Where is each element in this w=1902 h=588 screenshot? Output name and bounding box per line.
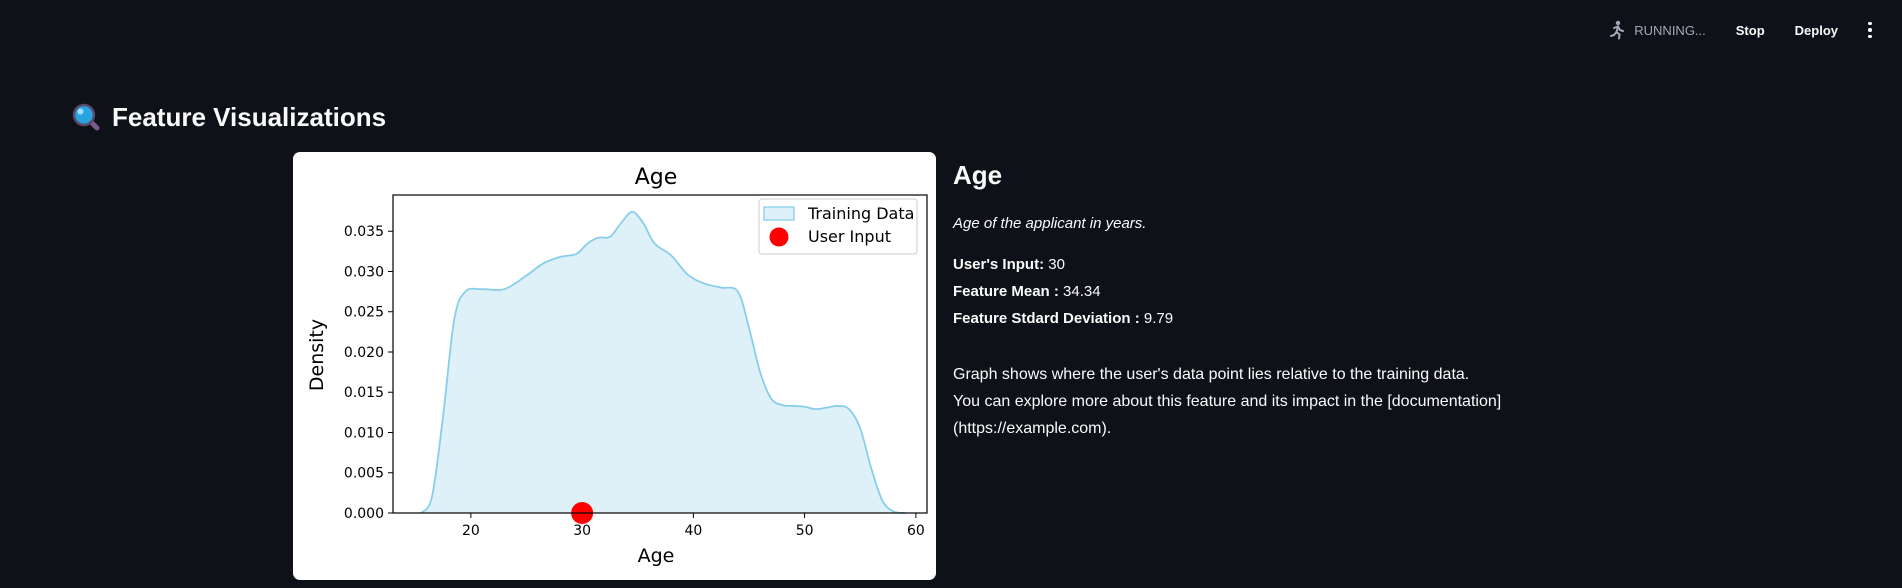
x-tick-label: 40 [684,523,702,539]
feature-name: Age [953,160,1003,190]
note-line-1: Graph shows where the user's data point … [953,366,1470,383]
status-text: RUNNING... [1634,22,1706,38]
x-tick-label: 50 [796,523,814,539]
x-tick-label: 20 [462,523,480,539]
y-tick-label: 0.035 [344,224,384,240]
training-data-line [420,211,905,514]
y-tick-label: 0.025 [344,305,384,321]
y-tick-label: 0.000 [344,506,384,522]
feature-mean-row: Feature Mean : 34.34 [953,278,1553,305]
x-tick-label: 60 [907,523,925,539]
feature-std-row: Feature Stdard Deviation : 9.79 [953,305,1553,332]
y-tick-label: 0.005 [344,466,384,482]
y-tick-label: 0.010 [344,425,384,441]
kebab-dot [1868,34,1872,39]
feature-stats: User's Input: 30 Feature Mean : 34.34 Fe… [953,251,1553,332]
chart-title: Age [635,165,678,190]
legend-user-marker [769,227,789,247]
running-status: RUNNING... [1608,20,1706,40]
deploy-button[interactable]: Deploy [1794,22,1838,38]
kebab-dot [1868,28,1872,32]
legend-training-label: Training Data [807,204,914,223]
running-man-icon [1610,20,1625,40]
y-tick-label: 0.030 [344,264,384,280]
page-title: Feature Visualizations [112,102,387,132]
feature-std-label: Feature Stdard Deviation : [953,310,1140,327]
stop-button[interactable]: Stop [1735,22,1765,38]
note-line-3: (https://example.com). [953,420,1112,437]
top-toolbar: RUNNING... Stop Deploy [0,0,1902,60]
y-tick-label: 0.015 [344,385,384,401]
main-menu-button[interactable] [1860,20,1880,40]
y-tick-label: 0.020 [344,345,384,361]
plot-frame [392,194,928,514]
y-axis-label: Density [306,319,328,391]
user-input-label: User's Input: [953,256,1045,273]
feature-mean-value: 34.34 [1063,283,1101,300]
chart-legend: Training Data User Input [758,198,918,255]
legend-user-label: User Input [808,227,891,246]
density-chart: Age 20 30 40 50 60 0.000 0.005 0.010 0.015 0.020… [306,165,928,567]
training-data-area [420,211,905,514]
feature-mean-label: Feature Mean : [953,283,1059,300]
user-input-value: 30 [1048,256,1065,273]
y-axis-ticks: 0.000 0.005 0.010 0.015 0.020 0.025 0.030 0.035 [344,224,393,522]
legend-training-swatch [763,206,795,221]
x-axis-label: Age [638,545,675,567]
x-tick-label: 30 [573,523,591,539]
feature-std-value: 9.79 [1143,310,1174,327]
feature-info-panel: Age Age of the applicant in years. User'… [953,160,1553,442]
feature-description: Age of the applicant in years. [953,215,1147,232]
kebab-menu-icon [1868,21,1872,26]
page-header: Feature Visualizations [72,102,386,133]
graph-note: Graph shows where the user's data point … [953,361,1553,442]
note-line-2: You can explore more about this feature … [953,393,1502,410]
x-axis-ticks: 20 30 40 50 60 [462,513,925,539]
magnifying-glass-icon [72,103,100,130]
user-input-row: User's Input: 30 [953,251,1553,278]
chart-card: Age 20 30 40 50 60 0.000 0.005 0.010 0.015 0.020… [293,152,936,580]
